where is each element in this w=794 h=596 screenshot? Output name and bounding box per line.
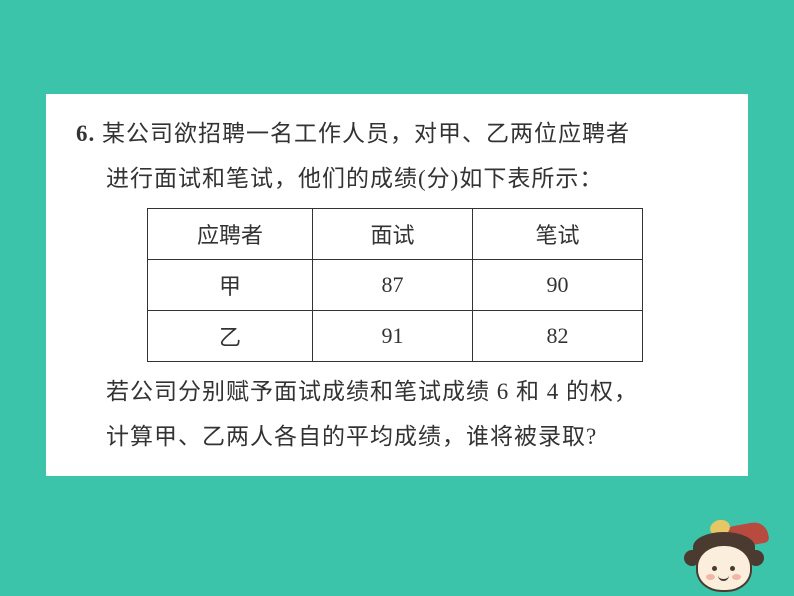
problem-line-4: 计算甲、乙两人各自的平均成绩，谁将被录取?	[76, 415, 714, 460]
cell-applicant: 甲	[148, 259, 313, 310]
col-header-interview: 面试	[313, 208, 473, 259]
problem-line-1-text: 某公司欲招聘一名工作人员，对甲、乙两位应聘者	[102, 121, 630, 146]
table-header-row: 应聘者 面试 笔试	[148, 208, 643, 259]
cell-applicant: 乙	[148, 310, 313, 361]
character-illustration	[666, 482, 776, 592]
character-blush-left	[706, 574, 715, 580]
problem-card: 6. 某公司欲招聘一名工作人员，对甲、乙两位应聘者 进行面试和笔试，他们的成绩(…	[46, 94, 748, 476]
character-blush-right	[732, 574, 741, 580]
problem-text: 6. 某公司欲招聘一名工作人员，对甲、乙两位应聘者 进行面试和笔试，他们的成绩(…	[76, 112, 714, 202]
character-face	[696, 544, 752, 592]
character-eye-right	[730, 566, 735, 571]
col-header-written: 笔试	[473, 208, 643, 259]
col-header-applicant: 应聘者	[148, 208, 313, 259]
cell-interview: 91	[313, 310, 473, 361]
problem-text-after: 若公司分别赋予面试成绩和笔试成绩 6 和 4 的权， 计算甲、乙两人各自的平均成…	[76, 370, 714, 460]
problem-number: 6.	[76, 121, 95, 146]
character-eye-left	[712, 566, 717, 571]
cell-written: 90	[473, 259, 643, 310]
score-table: 应聘者 面试 笔试 甲 87 90 乙 91 82	[147, 208, 643, 362]
problem-line-1: 6. 某公司欲招聘一名工作人员，对甲、乙两位应聘者	[76, 112, 714, 157]
table-row: 甲 87 90	[148, 259, 643, 310]
score-table-wrap: 应聘者 面试 笔试 甲 87 90 乙 91 82	[76, 208, 714, 362]
cell-written: 82	[473, 310, 643, 361]
cell-interview: 87	[313, 259, 473, 310]
problem-line-3: 若公司分别赋予面试成绩和笔试成绩 6 和 4 的权，	[76, 370, 714, 415]
table-row: 乙 91 82	[148, 310, 643, 361]
problem-line-2: 进行面试和笔试，他们的成绩(分)如下表所示：	[76, 157, 714, 202]
